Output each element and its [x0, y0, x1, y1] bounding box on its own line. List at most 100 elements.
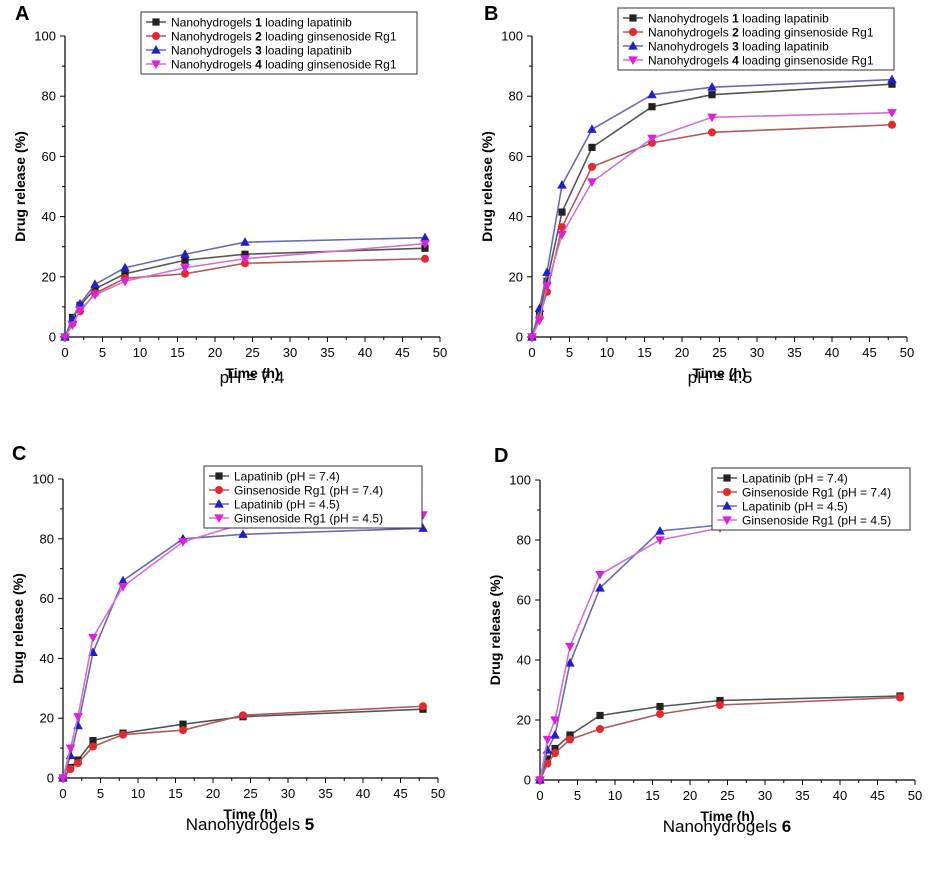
data-point: [534, 316, 545, 326]
data-point: [655, 536, 665, 545]
legend: Nanohydrogels 1 loading lapatinibNanohyd…: [140, 11, 418, 75]
data-point: [181, 269, 189, 278]
data-point: [89, 742, 97, 751]
data-point: [887, 74, 897, 84]
data-point: [558, 208, 566, 216]
data-point: [707, 113, 717, 123]
legend-item: Nanohydrogels 1 loading lapatinib: [623, 12, 829, 26]
data-point: [557, 231, 567, 240]
data-point: [421, 254, 429, 263]
x-tick-label: 10: [600, 345, 614, 360]
data-point: [543, 755, 552, 763]
panel-letter: B: [484, 3, 498, 25]
legend-item: Ginsenoside Rg1 (pH = 4.5): [209, 512, 383, 526]
x-tick-label: 20: [675, 345, 689, 360]
series-line-4: [62, 514, 424, 779]
series-line-3: [62, 527, 424, 779]
data-point: [58, 774, 68, 783]
data-point: [418, 523, 428, 532]
legend-item: Nanohydrogels 4 loading ginsenoside Rg1: [146, 58, 397, 72]
legend: Lapatinib (pH = 7.4)Ginsenoside Rg1 (pH …: [711, 467, 911, 531]
legend-marker: [629, 14, 637, 22]
x-tick-label: 35: [795, 788, 809, 803]
legend-marker: [722, 501, 732, 510]
x-tick-label: 0: [61, 345, 68, 360]
data-point: [119, 730, 127, 739]
data-point: [647, 89, 657, 99]
data-point: [596, 725, 604, 733]
data-point: [120, 262, 130, 272]
x-tick-label: 0: [536, 788, 543, 803]
x-tick-label: 25: [245, 345, 259, 360]
series-line-3: [539, 513, 901, 781]
legend-marker: [214, 514, 224, 523]
data-point: [66, 765, 75, 774]
legend-marker: [215, 472, 223, 480]
data-point: [896, 693, 904, 702]
data-point: [655, 526, 665, 535]
y-tick-label: 0: [47, 771, 54, 786]
legend-marker: [723, 474, 731, 482]
x-tick-label: 40: [833, 788, 847, 803]
data-point: [542, 267, 552, 276]
y-axis-label: Drug release (%): [12, 131, 28, 241]
legend-marker: [628, 41, 638, 50]
data-point: [241, 250, 249, 258]
y-tick-label: 80: [42, 89, 56, 104]
x-tick-label: 15: [168, 786, 182, 801]
data-point: [542, 735, 553, 745]
legend-label: Nanohydrogels 4 loading ginsenoside Rg1: [648, 54, 874, 68]
data-point: [656, 710, 664, 718]
data-point: [656, 702, 664, 711]
data-point: [716, 696, 724, 705]
x-tick-label: 5: [99, 345, 106, 360]
x-tick-label: 35: [787, 345, 801, 360]
data-point: [535, 776, 545, 785]
legend-label: Ginsenoside Rg1 (pH = 7.4): [742, 486, 891, 500]
legend-label: Lapatinib (pH = 4.5): [234, 498, 340, 512]
y-axis-label: Drug release (%): [479, 131, 495, 241]
legend-item: Ginsenoside Rg1 (pH = 7.4): [717, 486, 891, 500]
data-point: [240, 255, 250, 264]
legend-item: Lapatinib (pH = 7.4): [717, 472, 848, 486]
legend: Lapatinib (pH = 7.4)Ginsenoside Rg1 (pH …: [203, 465, 423, 529]
y-tick-label: 0: [516, 330, 523, 345]
x-tick-label: 25: [720, 788, 734, 803]
x-tick-label: 25: [243, 786, 257, 801]
data-point: [180, 249, 190, 258]
y-tick-label: 40: [509, 209, 523, 224]
panel-caption: pH = 4.5: [688, 368, 753, 387]
data-point: [707, 82, 717, 91]
data-point: [240, 237, 250, 246]
data-point: [73, 713, 83, 722]
legend-label: Ginsenoside Rg1 (pH = 7.4): [234, 484, 383, 498]
data-point: [587, 178, 597, 187]
legend-label: Ginsenoside Rg1 (pH = 4.5): [234, 512, 383, 526]
data-point: [565, 642, 575, 652]
x-tick-label: 30: [283, 345, 297, 360]
legend-item: Nanohydrogels 2 loading ginsenoside Rg1: [146, 30, 397, 44]
legend-marker: [152, 32, 160, 40]
legend-marker: [628, 56, 638, 65]
panel-caption: Nanohydrogels 5: [186, 815, 315, 834]
legend-box: [711, 467, 911, 531]
data-point: [708, 128, 716, 137]
legend-label: Nanohydrogels 2 loading ginsenoside Rg1: [171, 30, 397, 44]
y-tick-label: 20: [517, 713, 531, 728]
series-line-3: [531, 78, 893, 338]
legend-marker: [629, 28, 637, 36]
legend: Nanohydrogels 1 loading lapatinib Nanohyd…: [617, 7, 895, 71]
data-point: [708, 91, 716, 99]
data-point: [89, 737, 97, 745]
legend-box: [617, 7, 895, 71]
data-point: [887, 109, 897, 118]
y-tick-label: 80: [40, 531, 54, 546]
legend-marker: [151, 45, 161, 54]
x-tick-label: 15: [645, 788, 659, 803]
x-tick-label: 5: [574, 788, 581, 803]
x-tick-label: 45: [862, 345, 876, 360]
legend-item: Nanohydrogels 3 loading lapatinib: [623, 40, 829, 54]
x-tick-label: 20: [206, 786, 220, 801]
data-point: [551, 749, 559, 757]
data-point: [566, 731, 574, 739]
